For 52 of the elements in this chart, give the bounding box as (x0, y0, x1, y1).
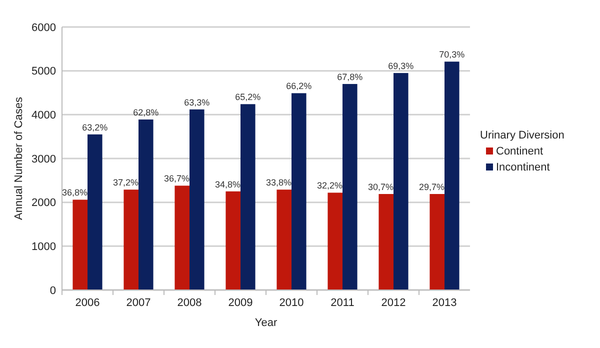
annotation: 36,7% (164, 174, 190, 184)
bar (342, 84, 358, 290)
annotation: 65,2% (235, 92, 261, 102)
annotation: 67,8% (337, 72, 363, 82)
bar (190, 109, 204, 290)
annotation: 32,2% (316, 180, 342, 191)
annotation: 62,8% (133, 107, 159, 118)
bar (72, 200, 88, 290)
annotation: 34,8% (214, 179, 240, 190)
annotation: 29,7% (418, 182, 444, 192)
y-tick-label: 6000 (32, 22, 56, 34)
bar (276, 190, 292, 290)
annotation: 33,8% (266, 178, 292, 188)
y-tick-label: 0 (50, 284, 56, 297)
x-tick-label: 2010 (279, 297, 304, 309)
annotation: 69,3% (388, 61, 414, 72)
y-tick-label: 5000 (32, 66, 56, 78)
x-tick-label: 2008 (177, 297, 202, 309)
x-tick-label: 2006 (75, 297, 100, 309)
y-tick-label: 4000 (32, 110, 56, 122)
y-axis-title: Annual Number of Cases (13, 96, 25, 220)
annotation: 66,2% (286, 81, 312, 92)
bar (328, 192, 342, 290)
legend-label: Continent (496, 146, 544, 158)
bar (378, 194, 394, 290)
annotation: 63,2% (82, 122, 108, 132)
annotation: 70,3% (439, 50, 465, 60)
legend-label: Incontinent (496, 162, 550, 174)
bar (138, 119, 154, 290)
bar (124, 190, 138, 290)
bar (240, 104, 256, 290)
annotation: 37,2% (112, 178, 138, 188)
bar (174, 186, 190, 290)
annotation: 30,7% (368, 182, 394, 192)
x-axis-title: Year (254, 317, 278, 329)
y-tick-label: 1000 (32, 241, 56, 254)
y-tick-label: 2000 (32, 197, 56, 210)
annotation: 36,8% (62, 188, 88, 198)
annotation: 63,3% (184, 97, 210, 108)
bar (444, 62, 460, 290)
bar (226, 191, 240, 290)
x-tick-label: 2009 (228, 297, 253, 309)
y-tick-label: 3000 (32, 153, 56, 166)
bar (394, 73, 408, 290)
x-tick-label: 2013 (432, 297, 457, 309)
x-tick-label: 2011 (330, 297, 354, 309)
bar (88, 134, 102, 290)
x-tick-label: 2012 (381, 297, 406, 309)
x-tick-label: 2007 (126, 297, 151, 309)
bar (430, 194, 444, 290)
bar (292, 93, 306, 290)
legend-title: Urinary Diversion (480, 130, 564, 142)
